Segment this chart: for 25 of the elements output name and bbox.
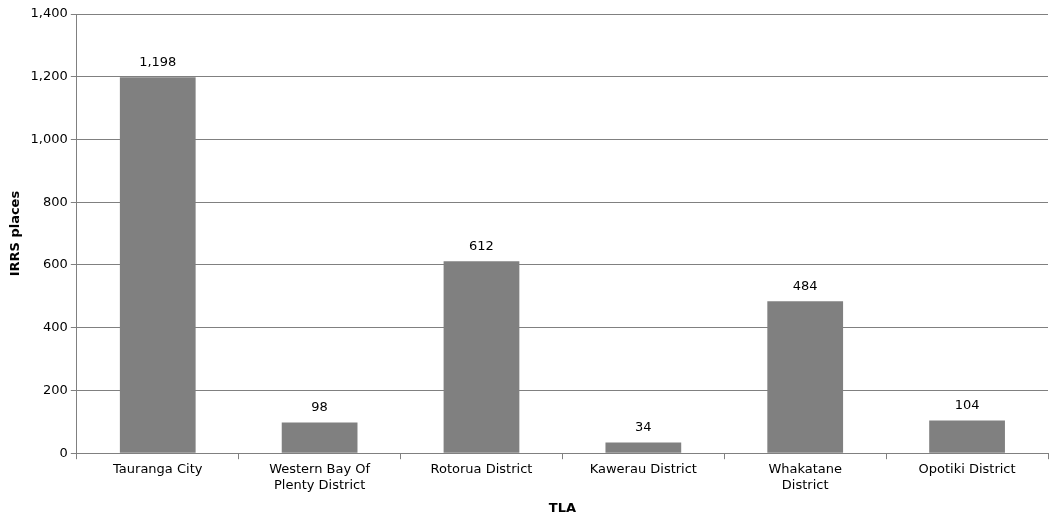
x-tick-label: Tauranga City: [112, 461, 203, 477]
x-axis-title: TLA: [548, 499, 577, 515]
y-tick-label: 0: [59, 444, 68, 460]
data-label: 104: [954, 397, 980, 413]
data-label: 612: [469, 238, 494, 254]
data-label: 98: [311, 399, 328, 415]
y-tick-label: 1,200: [30, 68, 68, 84]
y-tick-label: 1,000: [30, 130, 68, 146]
bar: [929, 420, 1005, 453]
y-tick-label: 800: [42, 193, 68, 209]
data-label: 484: [792, 278, 818, 294]
x-tick-label: Whakatane District: [768, 461, 843, 492]
x-tick-label: Kawerau District: [589, 461, 697, 477]
x-tick-label: Opotiki District: [918, 461, 1016, 477]
data-label: 1,198: [139, 54, 177, 70]
bar: [281, 422, 358, 453]
x-tick-label: Rotorua District: [430, 461, 533, 477]
data-label: 34: [635, 419, 652, 435]
y-tick-label: 400: [42, 319, 68, 335]
y-tick-label: 600: [42, 256, 68, 272]
x-tick-label: Western Bay Of Plenty District: [269, 461, 371, 492]
y-axis-title: IRRS places: [7, 190, 23, 277]
bar: [605, 442, 682, 453]
y-tick-label: 1,400: [30, 5, 68, 21]
y-tick-label: 200: [42, 381, 68, 397]
